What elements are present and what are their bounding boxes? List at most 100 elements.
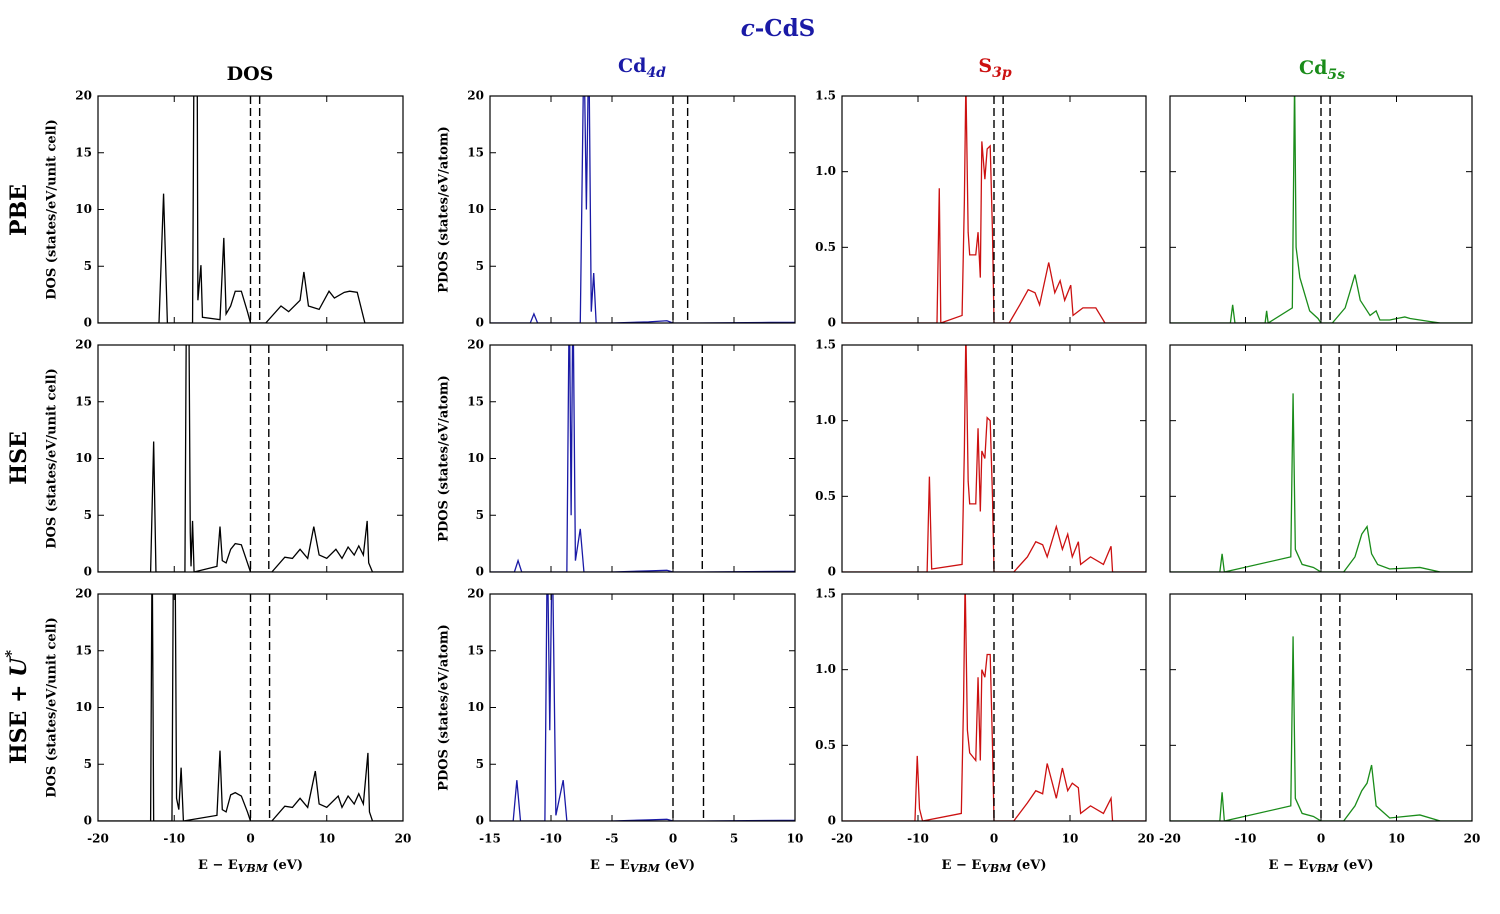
panel: 0 5 10 15 20 PDOS (states/eV/atom): [437, 338, 796, 579]
row-label-sup: *: [2, 650, 20, 658]
panel: 0 0.5 1.0 1.5: [815, 338, 1147, 579]
y-tick-label: 10: [467, 700, 484, 714]
row-label-main: HSE: [6, 431, 32, 484]
y-axis-label: PDOS (states/eV/atom): [437, 126, 452, 293]
row-label-main: PBE: [6, 184, 32, 236]
x-tick-label: 20: [395, 832, 412, 846]
y-tick-label: 10: [467, 202, 484, 216]
x-axis-label-main: E − E: [590, 858, 630, 873]
panel: 0 5 10 15 20 -15 -10 -5 0 5 10 PDOS (states/eV/atom…: [437, 587, 804, 876]
y-tick-label: 1.5: [815, 338, 836, 352]
y-tick-label: 0.5: [815, 240, 836, 254]
dos-curve: [842, 96, 1146, 323]
dos-curve: [1170, 393, 1472, 572]
x-axis-label-unit: (eV): [1011, 858, 1046, 873]
dos-curve: [98, 96, 403, 323]
x-tick-label: 5: [730, 832, 738, 846]
dos-curve: [490, 96, 795, 323]
x-tick-label: 10: [1388, 832, 1405, 846]
y-tick-label: 20: [75, 338, 92, 352]
y-tick-label: 1.0: [815, 662, 836, 676]
y-axis-label: PDOS (states/eV/atom): [437, 624, 452, 791]
x-tick-label: 20: [1138, 832, 1155, 846]
x-axis-label-main: E − E: [198, 858, 238, 873]
y-tick-label: 15: [467, 394, 484, 408]
y-tick-label: 5: [84, 259, 92, 273]
dos-curve: [98, 345, 403, 572]
x-axis-label-sub: VBM: [981, 862, 1012, 875]
y-tick-label: 15: [75, 145, 92, 159]
x-axis-label: E − EVBM (eV): [198, 858, 303, 876]
y-tick-label: 0: [84, 565, 92, 579]
dos-curve: [842, 345, 1146, 572]
y-tick-label: 0: [476, 565, 484, 579]
column-title-sub: 3p: [992, 65, 1012, 81]
panel: 0 5 10 15 20 PDOS (states/eV/atom): [437, 89, 796, 330]
y-tick-label: 1.0: [815, 413, 836, 427]
y-tick-label: 5: [476, 259, 484, 273]
y-tick-label: 15: [467, 643, 484, 657]
x-tick-label: 10: [1062, 832, 1079, 846]
column-title-main: Cd: [1299, 57, 1327, 79]
column-title-sub: 4d: [646, 65, 666, 81]
x-axis-label-unit: (eV): [660, 858, 695, 873]
x-tick-label: 0: [990, 832, 998, 846]
y-tick-label: 15: [75, 643, 92, 657]
y-axis-label: DOS (states/eV/unit cell): [45, 119, 60, 299]
y-tick-label: 0.5: [815, 738, 836, 752]
panel: 0 5 10 15 20 -20 -10 0 10 20 DOS (states/eV/unit c…: [45, 587, 412, 876]
row-label: HSE + U*: [2, 650, 32, 764]
x-axis-label: E − EVBM (eV): [590, 858, 695, 876]
x-tick-label: -15: [479, 832, 501, 846]
x-tick-label: 10: [787, 832, 804, 846]
y-tick-label: 1.0: [815, 164, 836, 178]
x-tick-label: -20: [87, 832, 109, 846]
y-tick-label: 20: [75, 587, 92, 601]
y-tick-label: 5: [84, 508, 92, 522]
title-italic: c: [741, 15, 755, 42]
dos-curve: [490, 594, 795, 821]
row-label-main: HSE +: [6, 677, 32, 764]
panel: [1169, 344, 1473, 573]
panel-frame: [489, 95, 796, 324]
panel-frame: [489, 593, 796, 822]
y-tick-label: 10: [75, 451, 92, 465]
y-tick-label: 0: [476, 814, 484, 828]
x-tick-label: -10: [163, 832, 185, 846]
column-title: Cd5s: [1299, 57, 1345, 83]
row-label-italic: U: [6, 656, 32, 677]
x-axis-label: E − EVBM (eV): [942, 858, 1047, 876]
x-axis-label-sub: VBM: [1308, 862, 1339, 875]
column-title-main: S: [978, 55, 992, 77]
x-tick-label: 0: [246, 832, 254, 846]
column-title-main: DOS: [227, 63, 274, 85]
y-tick-label: 0.5: [815, 489, 836, 503]
panel: 0 5 10 15 20 DOS (states/eV/unit cell): [45, 89, 404, 330]
y-tick-label: 5: [84, 757, 92, 771]
y-tick-label: 15: [75, 394, 92, 408]
x-axis-label: E − EVBM (eV): [1269, 858, 1374, 876]
y-tick-label: 10: [75, 202, 92, 216]
column-title-main: Cd: [618, 55, 646, 77]
x-tick-label: -20: [831, 832, 853, 846]
figure-title: c-CdS: [741, 15, 816, 42]
x-axis-label-unit: (eV): [1338, 858, 1373, 873]
y-axis-label: DOS (states/eV/unit cell): [45, 617, 60, 797]
x-tick-label: -5: [605, 832, 618, 846]
dos-curve: [842, 594, 1146, 821]
dos-curve: [490, 345, 795, 572]
y-tick-label: 5: [476, 757, 484, 771]
panel: [1169, 95, 1473, 324]
x-tick-label: -10: [540, 832, 562, 846]
column-title-sub: 5s: [1327, 67, 1345, 83]
panel: 0 5 10 15 20 DOS (states/eV/unit cell): [45, 338, 404, 579]
column-title: DOS: [227, 63, 274, 85]
y-tick-label: 5: [476, 508, 484, 522]
y-tick-label: 10: [467, 451, 484, 465]
x-axis-label-sub: VBM: [238, 862, 269, 875]
y-tick-label: 0: [476, 316, 484, 330]
panel: 0 0.5 1.0 1.5: [815, 89, 1147, 330]
y-tick-label: 1.5: [815, 587, 836, 601]
y-tick-label: 20: [467, 338, 484, 352]
